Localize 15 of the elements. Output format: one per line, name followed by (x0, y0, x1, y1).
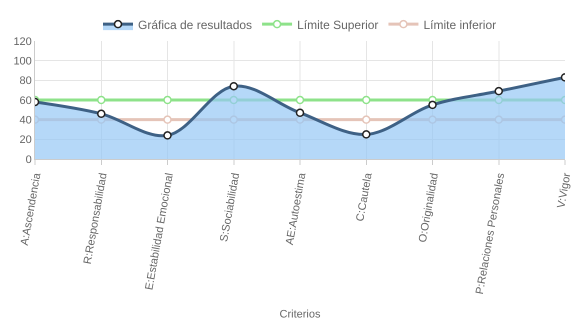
y-tick-label: 60 (20, 94, 32, 107)
legend-label: Límite inferior (423, 18, 496, 32)
legend-label: Gráfica de resultados (138, 18, 252, 32)
legend-label: Límite Superior (297, 18, 378, 32)
x-tick-label: C:Cautela (354, 171, 375, 222)
y-tick-label: 100 (13, 56, 32, 68)
x-tick-label: E:Estabilidad Emocional (143, 172, 176, 291)
y-tick-label: 20 (20, 134, 32, 146)
y-tick-label: 0 (26, 154, 32, 166)
x-tick-label: V:Vigor (555, 172, 574, 210)
y-tick-label: 40 (20, 114, 32, 127)
x-tick-label: P:Relaciones Personales (474, 172, 508, 296)
y-tick-label: 80 (20, 75, 32, 88)
y-tick-label: 120 (13, 36, 32, 48)
x-axis-title: Criterios (280, 308, 321, 320)
